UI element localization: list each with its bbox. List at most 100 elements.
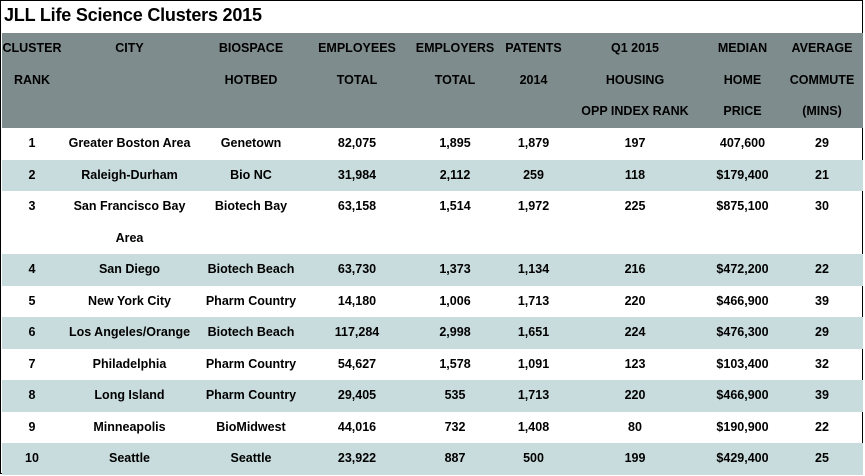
cell-housing-opp-index-rank: 224: [566, 317, 704, 349]
table-title: JLL Life Science Clusters 2015: [4, 5, 262, 25]
cell-employees-total: 14,180: [337, 293, 377, 308]
cell-employers-total: 535: [409, 380, 501, 412]
table-body: 1 Greater Boston Area Genetown 82,075 1,895 1…: [2, 128, 863, 475]
cell-cluster-rank: 4: [2, 254, 62, 286]
header-label: RANK: [13, 72, 51, 87]
cell-city: Minneapolis: [93, 419, 166, 434]
cell-employers-total: 732: [444, 419, 466, 434]
cell-housing-opp-index-rank: 123: [624, 356, 646, 371]
cell-employers-total: 1,578: [439, 356, 471, 371]
cell-city: Seattle: [62, 443, 197, 475]
cell-median-home-price: $472,200: [704, 254, 781, 286]
header-label: 2014: [519, 72, 548, 87]
header-label: CLUSTER: [2, 41, 62, 55]
header-label: OPP INDEX RANK: [581, 104, 689, 118]
cell-employers-total: 1,006: [439, 293, 471, 308]
cell-housing-opp-index-rank: 220: [624, 293, 646, 308]
header-housing-opp-index-rank: Q1 2015 HOUSING OPP INDEX RANK: [566, 33, 704, 128]
cell-city: New York City: [88, 293, 171, 308]
header-label: COMMUTE: [789, 72, 855, 87]
header-label: MEDIAN: [717, 41, 768, 55]
cell-patents-2014: 1,713: [517, 293, 550, 308]
cell-median-home-price: $466,900: [716, 293, 769, 308]
header-employers-total: EMPLOYERS TOTAL: [409, 33, 501, 128]
header-label: HOTBED: [224, 72, 278, 87]
cell-city: San Diego: [62, 254, 197, 286]
cell-biospace-hotbed: Biotech Beach: [197, 254, 305, 286]
cell-employers-total: 2,112: [409, 159, 501, 191]
cell-average-commute: 29: [781, 317, 863, 349]
header-label: Q1 2015: [611, 41, 659, 55]
cell-biospace-hotbed: BioMidwest: [216, 419, 286, 434]
cell-housing-opp-index-rank: 225: [624, 199, 646, 213]
header-row: CLUSTER RANK CITY BIOSPACE HOTBED EMPLOYEES TO…: [2, 33, 863, 128]
header-label: EMPLOYEES: [318, 41, 396, 55]
cell-average-commute: 21: [781, 159, 863, 191]
cell-average-commute: 39: [781, 380, 863, 412]
cell-patents-2014: 1,879: [517, 136, 550, 150]
header-average-commute: AVERAGE COMMUTE (MINS): [781, 33, 863, 128]
cell-city: Long Island: [62, 380, 197, 412]
header-label: AVERAGE: [791, 41, 853, 55]
cell-cluster-rank: 8: [2, 380, 62, 412]
cell-employers-total: 1,514: [439, 199, 471, 213]
table-row: 5 New York City Pharm Country 14,180 1,006 1,…: [2, 286, 863, 318]
cell-housing-opp-index-rank: 197: [624, 136, 646, 150]
cell-patents-2014: 1,972: [517, 199, 550, 213]
cell-biospace-hotbed: Pharm Country: [205, 293, 297, 308]
cell-average-commute: 22: [781, 254, 863, 286]
cell-median-home-price: $466,900: [704, 380, 781, 412]
cell-employees-total: 63,730: [305, 254, 409, 286]
header-label: HOME: [723, 72, 762, 87]
cell-cluster-rank: 1: [28, 136, 36, 150]
cell-patents-2014: 1,651: [501, 317, 566, 349]
cell-city: Los Angeles/Orange: [62, 317, 197, 349]
cell-cluster-rank: 3: [28, 199, 36, 213]
cell-average-commute: 30: [815, 199, 829, 213]
table-row: 9 Minneapolis BioMidwest 44,016 732 1,408 80 $1…: [2, 412, 863, 444]
cell-employees-total: 23,922: [305, 443, 409, 475]
cell-patents-2014: 259: [501, 159, 566, 191]
cell-median-home-price: $476,300: [704, 317, 781, 349]
header-label: (MINS): [802, 104, 842, 118]
cell-employers-total: 2,998: [409, 317, 501, 349]
header-label: CITY: [115, 41, 144, 55]
cell-cluster-rank: 2: [2, 159, 62, 191]
cell-patents-2014: 500: [501, 443, 566, 475]
cell-cluster-rank: 5: [28, 293, 36, 308]
table-row: 10 Seattle Seattle 23,922 887 500 199 $429,400 2…: [2, 443, 863, 475]
table-row: 3 San Francisco Bay Area Biotech Bay 63,158…: [2, 191, 863, 254]
header-label: PATENTS: [505, 41, 562, 55]
cell-median-home-price: 407,600: [719, 136, 766, 150]
table-row: 7 Philadelphia Pharm Country 54,627 1,578 1,0…: [2, 349, 863, 381]
cell-average-commute: 39: [815, 293, 829, 308]
cell-biospace-hotbed: Pharm Country: [197, 380, 305, 412]
cell-employees-total: 44,016: [337, 419, 377, 434]
cell-patents-2014: 1,408: [517, 419, 550, 434]
cell-housing-opp-index-rank: 199: [566, 443, 704, 475]
header-label: EMPLOYERS: [415, 41, 495, 55]
cell-biospace-hotbed: Biotech Beach: [197, 317, 305, 349]
cell-city: Greater Boston Area: [68, 136, 191, 150]
cell-average-commute: 22: [815, 419, 829, 434]
cell-city: Raleigh-Durham: [62, 159, 197, 191]
header-median-home-price: MEDIAN HOME PRICE: [704, 33, 781, 128]
clusters-table: CLUSTER RANK CITY BIOSPACE HOTBED EMPLOYEES TO…: [2, 33, 863, 475]
header-patents-2014: PATENTS 2014: [501, 33, 566, 128]
header-label: HOUSING: [605, 72, 665, 87]
cell-median-home-price: $875,100: [716, 199, 769, 213]
cell-employers-total: 1,895: [439, 136, 471, 150]
cell-housing-opp-index-rank: 216: [566, 254, 704, 286]
cell-median-home-price: $190,900: [716, 419, 769, 434]
cell-employees-total: 117,284: [305, 317, 409, 349]
table-row: 1 Greater Boston Area Genetown 82,075 1,895 1…: [2, 128, 863, 160]
cell-patents-2014: 1,713: [501, 380, 566, 412]
cell-employees-total: 63,158: [337, 199, 377, 213]
cell-median-home-price: $429,400: [704, 443, 781, 475]
cell-housing-opp-index-rank: 118: [566, 159, 704, 191]
cell-biospace-hotbed: Biotech Bay: [214, 199, 288, 213]
cell-biospace-hotbed: Pharm Country: [205, 356, 297, 371]
cell-patents-2014: 1,134: [501, 254, 566, 286]
cell-cluster-rank: 6: [2, 317, 62, 349]
